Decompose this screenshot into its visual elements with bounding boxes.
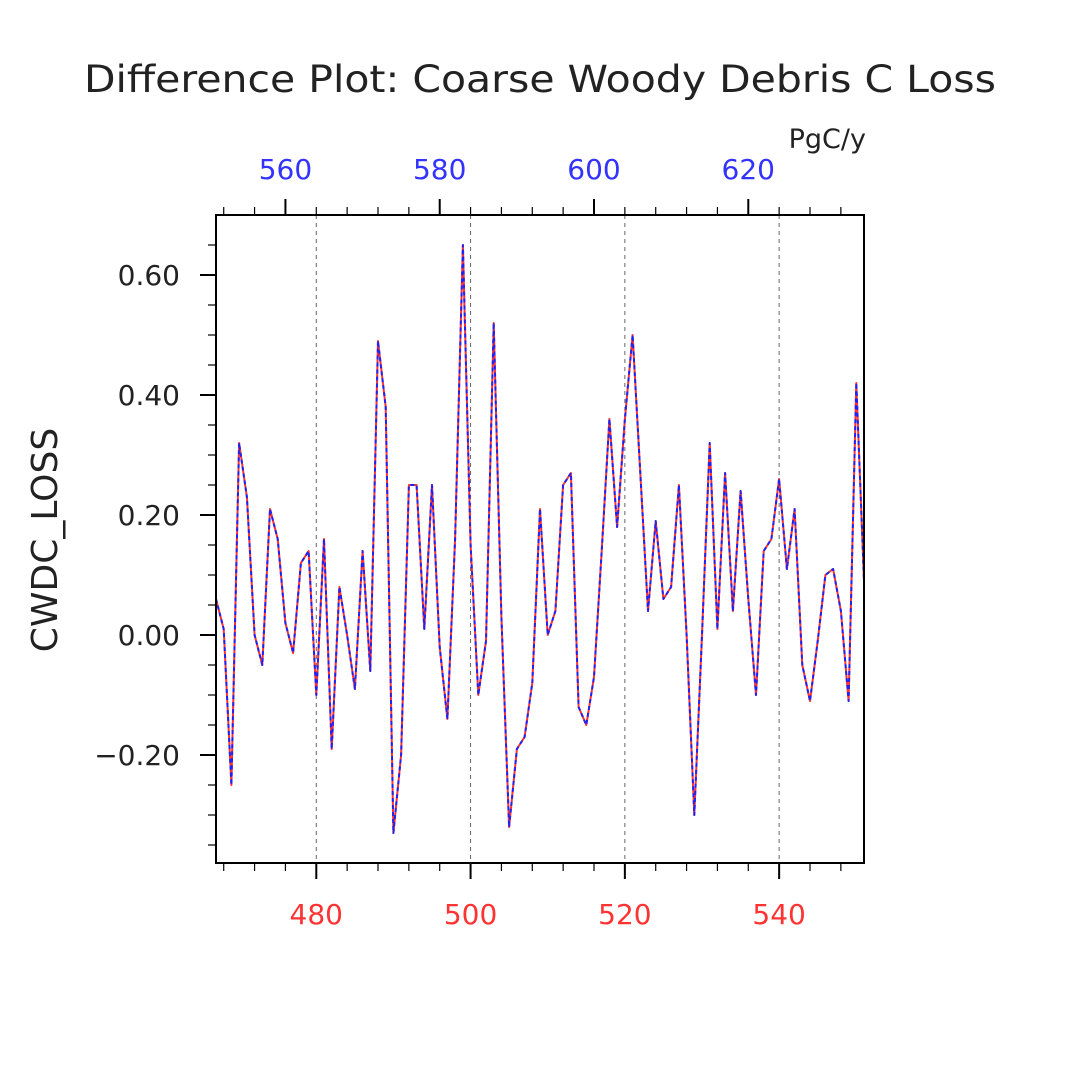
y-tick-label: 0.40 [118,379,180,412]
y-tick-label: −0.20 [94,739,180,772]
chart-title: Difference Plot: Coarse Woody Debris C L… [84,58,996,101]
units-label: PgC/y [789,124,866,155]
y-tick-label: 0.60 [118,259,180,292]
x-top-tick-label: 580 [413,153,466,186]
y-tick-label: 0.00 [118,619,180,652]
x-top-tick-label: 560 [259,153,312,186]
x-bottom-tick-label: 500 [444,898,497,931]
series-line-1 [215,244,865,834]
y-axis-label: CWDC_LOSS [25,428,66,652]
x-bottom-tick-label: 540 [752,898,805,931]
x-bottom-tick-label: 480 [290,898,343,931]
x-bottom-tick-label: 520 [598,898,651,931]
y-tick-label: 0.20 [118,499,180,532]
grid-lines [315,215,780,863]
series-line-2 [215,244,865,834]
x-top-tick-label: 620 [722,153,775,186]
plot-frame [215,214,865,864]
x-top-tick-label: 600 [567,153,620,186]
axes: 480 500 520 540 560 580 600 620 −0.20 0.00 0.20 0.4… [94,153,842,931]
series-layer [215,244,865,834]
